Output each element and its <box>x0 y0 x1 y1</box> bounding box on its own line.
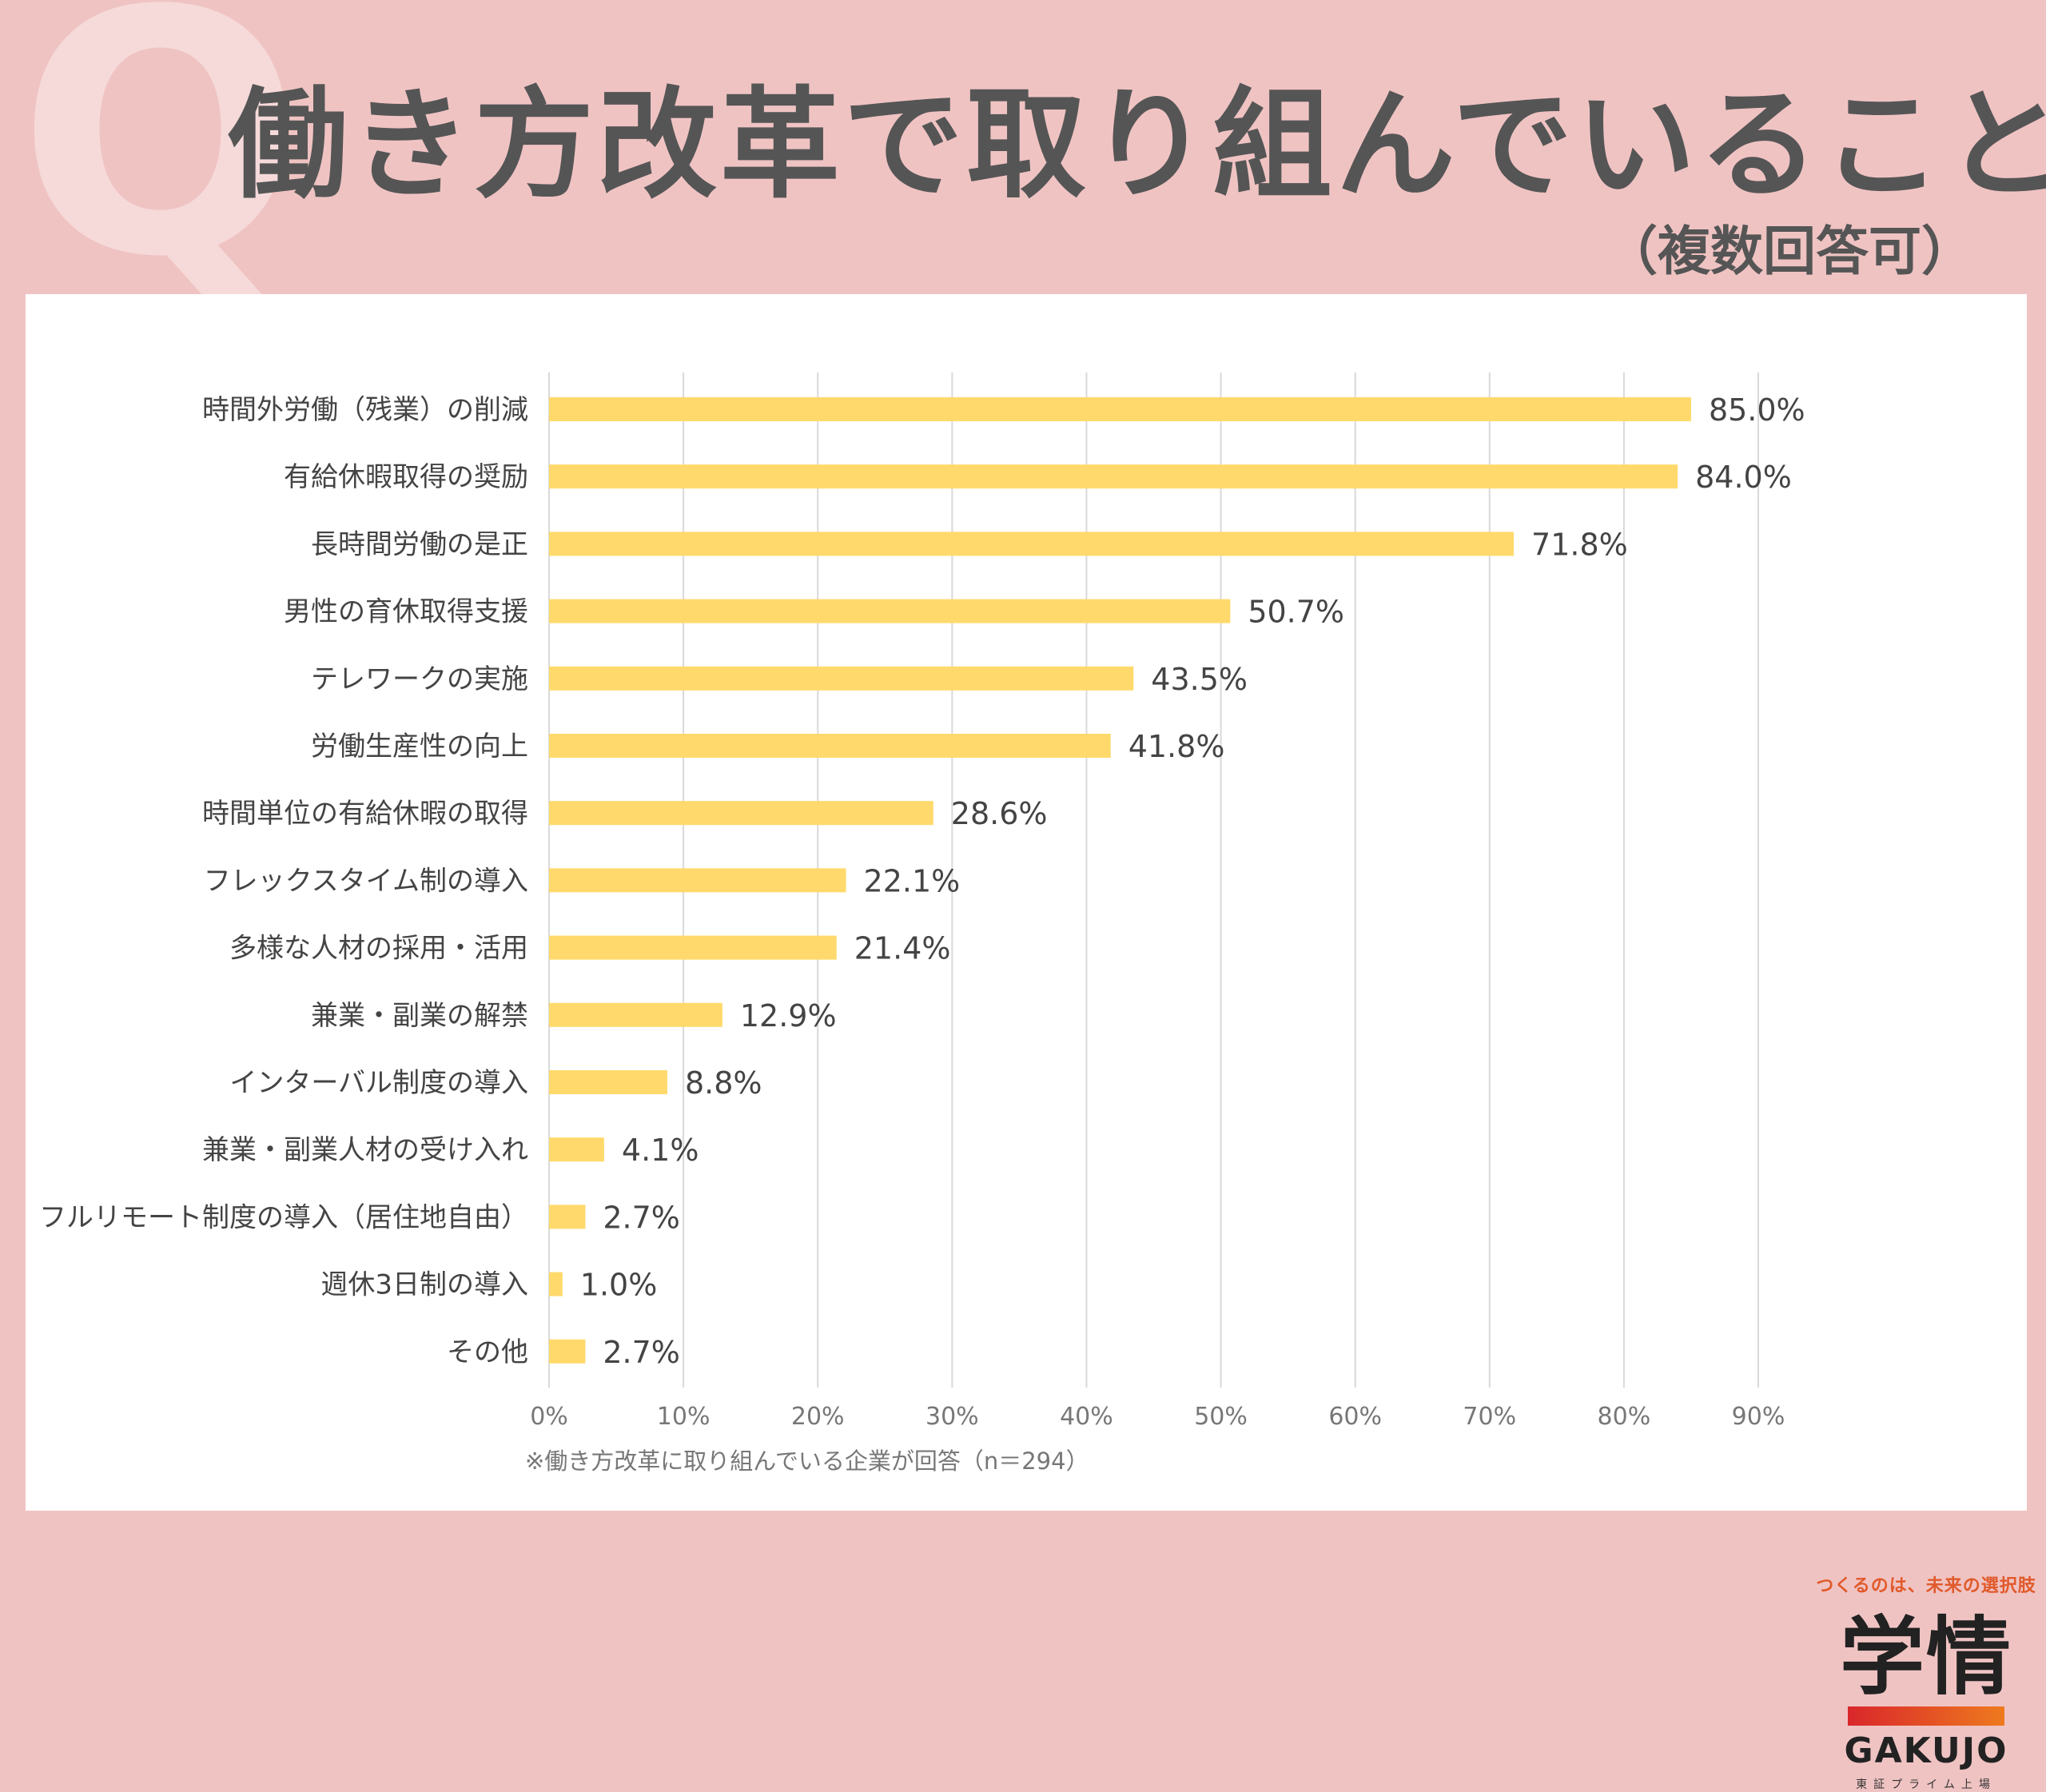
value-label: 28.6% <box>951 796 1048 831</box>
bar <box>549 1070 667 1094</box>
bar <box>549 464 1678 489</box>
value-label: 43.5% <box>1151 662 1248 697</box>
logo-tagline: つくるのは、未来の選択肢 <box>1816 1576 2036 1596</box>
bar-chart: 0% 10% 20% 30% 40% 50% 60% 70% 80% 90% 時間外労働（残業）の削… <box>39 372 1805 1475</box>
x-tick-label: 50% <box>1194 1403 1248 1431</box>
x-tick-label: 60% <box>1328 1403 1382 1431</box>
value-label: 2.7% <box>603 1200 680 1235</box>
bar <box>549 868 846 893</box>
category-label: テレワークの実施 <box>311 663 528 695</box>
bar <box>549 1205 586 1229</box>
x-tick-label: 10% <box>657 1403 711 1431</box>
logo-english: GAKUJO <box>1844 1730 2008 1772</box>
value-label: 41.8% <box>1128 729 1225 764</box>
value-label: 85.0% <box>1709 392 1805 428</box>
x-tick-label: 20% <box>791 1403 845 1431</box>
bar <box>549 935 837 960</box>
gakujo-logo: つくるのは、未来の選択肢 学情 GAKUJO 東証プライム上場 <box>1806 1571 2046 1792</box>
value-label: 84.0% <box>1695 460 1792 495</box>
category-label: 週休3日制の導入 <box>320 1269 528 1301</box>
chart-panel: 0% 10% 20% 30% 40% 50% 60% 70% 80% 90% 時間外労働（残業）の削… <box>26 294 2036 1791</box>
category-label: 多様な人材の採用・活用 <box>229 933 528 965</box>
logo-bar <box>1848 1706 2004 1726</box>
page-subtitle: （複数回答可） <box>1605 221 1974 282</box>
value-label: 12.9% <box>740 998 837 1033</box>
value-label: 4.1% <box>622 1133 699 1168</box>
x-tick-label: 30% <box>925 1403 979 1431</box>
category-label: 労働生産性の向上 <box>311 731 528 763</box>
x-tick-label: 80% <box>1598 1403 1651 1431</box>
value-label: 22.1% <box>864 863 961 898</box>
category-label: 時間外労働（残業）の削減 <box>202 394 528 426</box>
category-label: 時間単位の有給休暇の取得 <box>202 798 528 830</box>
bar <box>549 397 1691 421</box>
label-layer: 0% 10% 20% 30% 40% 50% 60% 70% 80% 90% 時間外労働（残業）の削… <box>39 392 1805 1431</box>
x-tick-label: 40% <box>1060 1403 1113 1431</box>
bar <box>549 801 933 826</box>
bar <box>549 666 1134 691</box>
x-tick-label: 0% <box>530 1403 568 1431</box>
q-mark: Q <box>18 0 304 331</box>
footnote: ※働き方改革に取り組んでいる企業が回答（n＝294） <box>525 1448 1089 1475</box>
category-label: 男性の育休取得支援 <box>284 596 528 628</box>
category-label: インターバル制度の導入 <box>229 1067 528 1099</box>
category-label: 有給休暇取得の奨励 <box>284 461 528 493</box>
value-label: 8.8% <box>685 1065 762 1101</box>
bar <box>549 1137 604 1162</box>
logo-kanji: 学情 <box>1840 1608 2012 1706</box>
x-tick-label: 70% <box>1463 1403 1516 1431</box>
category-label: フレックスタイム制の導入 <box>204 865 528 897</box>
value-label: 1.0% <box>580 1268 658 1303</box>
bar-layer <box>549 397 1691 1364</box>
bar <box>549 1339 586 1364</box>
value-label: 71.8% <box>1531 527 1628 562</box>
value-label: 2.7% <box>603 1335 680 1370</box>
category-label: その他 <box>447 1336 528 1368</box>
category-label: フルリモート制度の導入（居住地自由） <box>39 1201 528 1233</box>
bar <box>549 532 1515 556</box>
category-label: 兼業・副業の解禁 <box>311 1000 528 1032</box>
bar <box>549 599 1231 623</box>
bar <box>549 1272 563 1296</box>
value-label: 50.7% <box>1248 595 1344 630</box>
bar <box>549 734 1111 758</box>
logo-sub: 東証プライム上場 <box>1856 1778 1996 1792</box>
value-label: 21.4% <box>854 931 951 966</box>
x-tick-label: 90% <box>1732 1403 1785 1431</box>
bar <box>549 1002 722 1027</box>
page-title: 働き方改革で取り組んでいること <box>228 76 2046 215</box>
category-label: 長時間労働の是正 <box>311 528 528 560</box>
category-label: 兼業・副業人材の受け入れ <box>202 1134 528 1166</box>
